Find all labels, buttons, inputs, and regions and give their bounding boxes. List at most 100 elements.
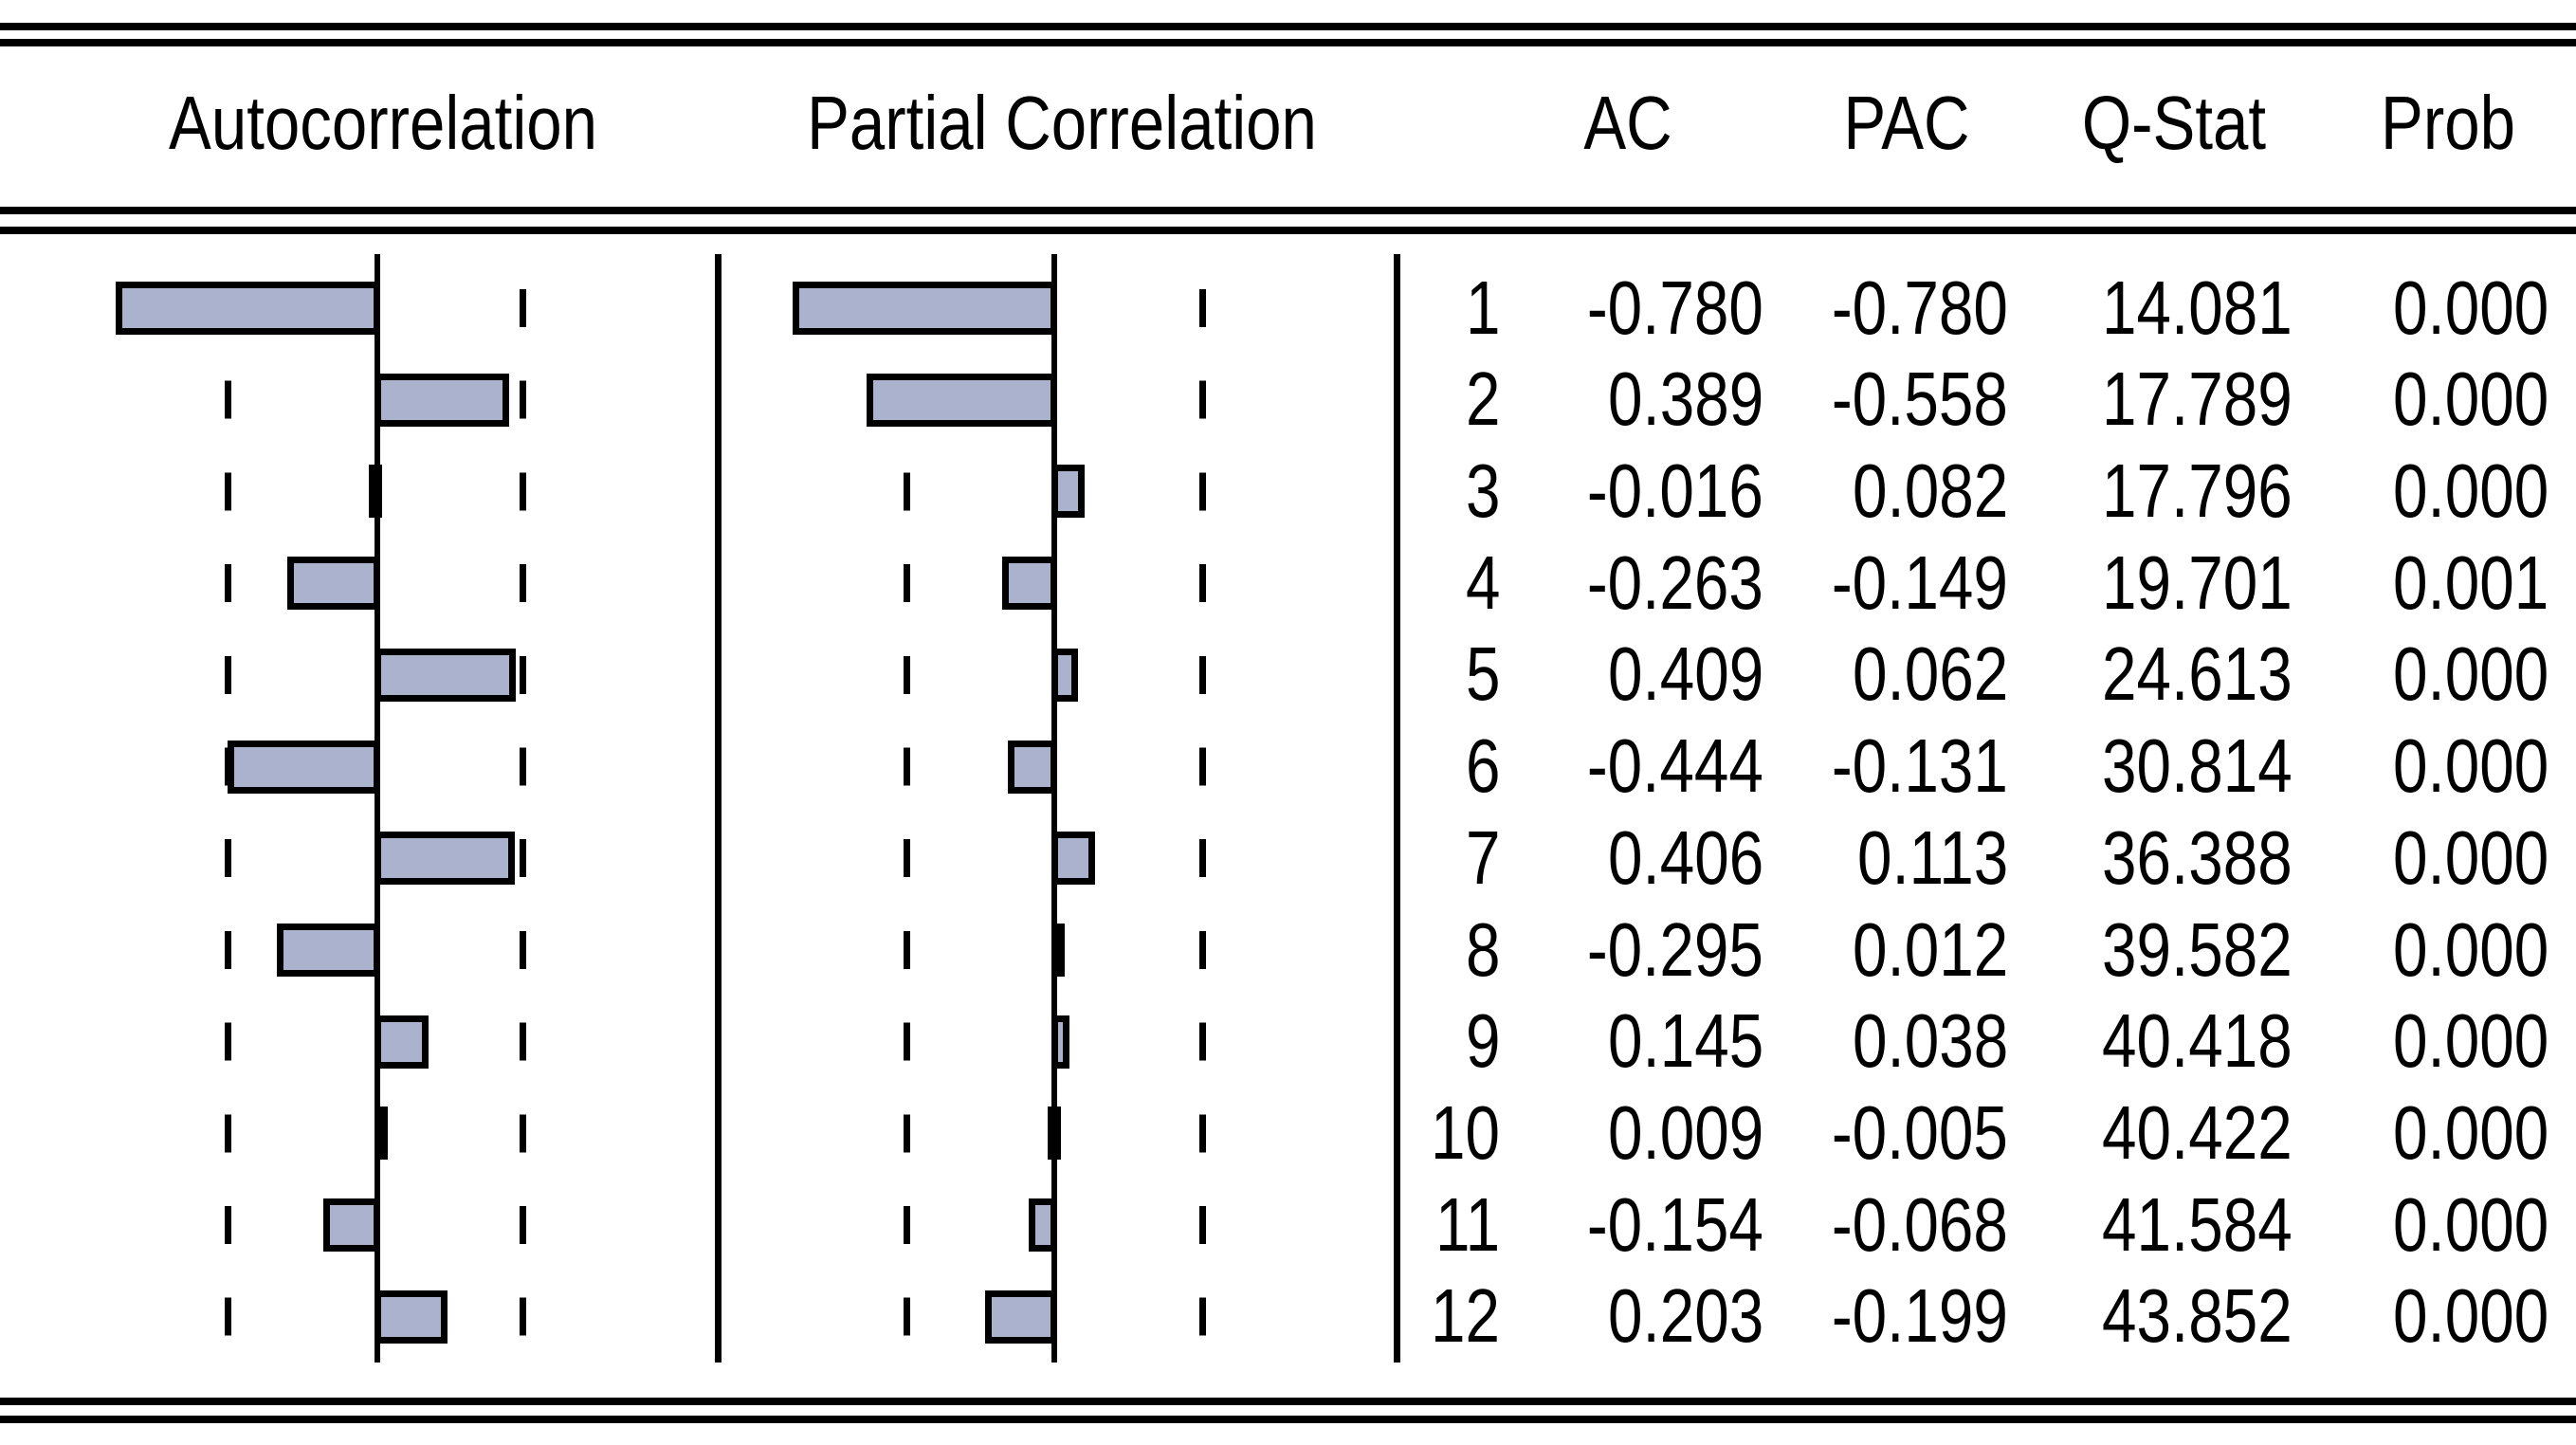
pac-zero-axis-line [1051,254,1057,1363]
pac-cell: -0.005 [1831,1089,2008,1175]
ac-cell: -0.295 [1586,906,1763,992]
prob-cell: 0.000 [2392,906,2549,992]
ac-cell: -0.444 [1586,723,1763,809]
lag-cell: 9 [1465,998,1500,1084]
correlogram-table-row: 3 -0.016 0.082 17.796 0.000 [1413,446,2549,538]
pac-bar [1048,1107,1061,1161]
pac-bar [1029,1198,1057,1252]
lag-cell: 8 [1465,906,1500,992]
panel-separator-line [715,254,722,1363]
ac-cell: 0.009 [1607,1089,1763,1175]
ac-cell: -0.263 [1586,540,1763,625]
bottom-double-rule-2 [0,1416,2576,1423]
lag-cell: 2 [1465,357,1500,442]
header-qstat: Q-Stat [2081,81,2267,165]
lag-cell: 3 [1465,448,1500,534]
qstat-cell: 36.388 [2102,814,2293,900]
correlogram-table-row: 6 -0.444 -0.131 30.814 0.000 [1413,721,2549,813]
ac-bar [375,1290,448,1344]
correlogram-table-row: 2 0.389 -0.558 17.789 0.000 [1413,354,2549,446]
pac-bar [1001,557,1057,611]
ac-cell: 0.203 [1607,1273,1763,1359]
top-double-rule-2 [0,39,2576,46]
prob-cell: 0.000 [2392,723,2549,809]
ac-confidence-band-left-dashed-line [225,254,231,1363]
header-double-rule-1 [0,207,2576,214]
pac-cell: -0.068 [1831,1181,2008,1267]
pac-cell: -0.131 [1831,723,2008,809]
header-ac: AC [1583,81,1672,165]
bottom-double-rule-1 [0,1398,2576,1405]
ac-bar [286,557,380,611]
ac-cell: 0.409 [1607,631,1763,717]
pac-bar [866,373,1057,427]
prob-cell: 0.000 [2392,448,2549,534]
correlogram-table-row: 9 0.145 0.038 40.418 0.000 [1413,996,2549,1088]
pac-bar [793,282,1057,335]
qstat-cell: 40.422 [2102,1089,2293,1175]
qstat-cell: 43.852 [2102,1273,2293,1359]
ac-cell: 0.145 [1607,998,1763,1084]
correlogram-table-row: 12 0.203 -0.199 43.852 0.000 [1413,1271,2549,1363]
ac-cell: -0.016 [1586,448,1763,534]
lag-cell: 6 [1465,723,1500,809]
qstat-cell: 39.582 [2102,906,2293,992]
pac-cell: 0.113 [1856,814,2008,900]
ac-zero-axis-line [375,254,380,1363]
qstat-cell: 17.789 [2102,357,2293,442]
prob-cell: 0.000 [2392,814,2549,900]
qstat-cell: 19.701 [2102,540,2293,625]
qstat-cell: 40.418 [2102,998,2293,1084]
correlogram-table-row: 7 0.406 0.113 36.388 0.000 [1413,813,2549,905]
table-separator-line [1394,254,1400,1363]
correlogram-table-row: 10 0.009 -0.005 40.422 0.000 [1413,1088,2549,1180]
prob-cell: 0.000 [2392,265,2549,350]
ac-cell: 0.406 [1607,814,1763,900]
ac-bar [116,282,380,335]
pac-cell: 0.012 [1852,906,2008,992]
qstat-cell: 30.814 [2102,723,2293,809]
lag-cell: 1 [1465,265,1500,350]
ac-bar [375,648,517,702]
prob-cell: 0.000 [2392,1089,2549,1175]
ac-cell: -0.154 [1586,1181,1763,1267]
pac-confidence-band-left-dashed-line [904,254,910,1363]
prob-cell: 0.000 [2392,998,2549,1084]
pac-bar [985,1290,1057,1344]
qstat-cell: 24.613 [2102,631,2293,717]
ac-bar [375,1015,429,1069]
ac-bar [323,1198,380,1252]
ac-bar [276,923,380,977]
header-autocorrelation: Autocorrelation [169,81,597,165]
correlogram-table-row: 8 -0.295 0.012 39.582 0.000 [1413,905,2549,997]
ac-bar [375,832,516,886]
prob-cell: 0.000 [2392,357,2549,442]
pac-bar [1051,648,1078,702]
header-pac: PAC [1843,81,1970,165]
lag-cell: 11 [1434,1181,1500,1267]
ac-cell: 0.389 [1607,357,1763,442]
qstat-cell: 14.081 [2102,265,2293,350]
header-partial-correlation: Partial Correlation [807,81,1317,165]
pac-bar [1008,740,1057,794]
pac-bar [1051,1015,1070,1069]
pac-bar [1051,832,1095,886]
ac-bar [375,373,510,427]
pac-cell: 0.062 [1852,631,2008,717]
ac-bar [375,1107,388,1161]
pac-bar [1051,465,1085,519]
pac-bar [1051,923,1065,977]
prob-cell: 0.000 [2392,1273,2549,1359]
lag-cell: 10 [1431,1089,1500,1175]
pac-cell: -0.780 [1831,265,2008,350]
lag-cell: 4 [1465,540,1500,625]
correlogram-table-row: 5 0.409 0.062 24.613 0.000 [1413,629,2549,721]
pac-confidence-band-right-dashed-line [1199,254,1206,1363]
correlogram-table-row: 11 -0.154 -0.068 41.584 0.000 [1413,1180,2549,1271]
correlogram-table-row: 4 -0.263 -0.149 19.701 0.001 [1413,538,2549,630]
pac-cell: 0.082 [1852,448,2008,534]
header-double-rule-2 [0,227,2576,234]
correlogram-table-row: 1 -0.780 -0.780 14.081 0.000 [1413,263,2549,355]
ac-confidence-band-right-dashed-line [520,254,526,1363]
pac-cell: -0.199 [1831,1273,2008,1359]
